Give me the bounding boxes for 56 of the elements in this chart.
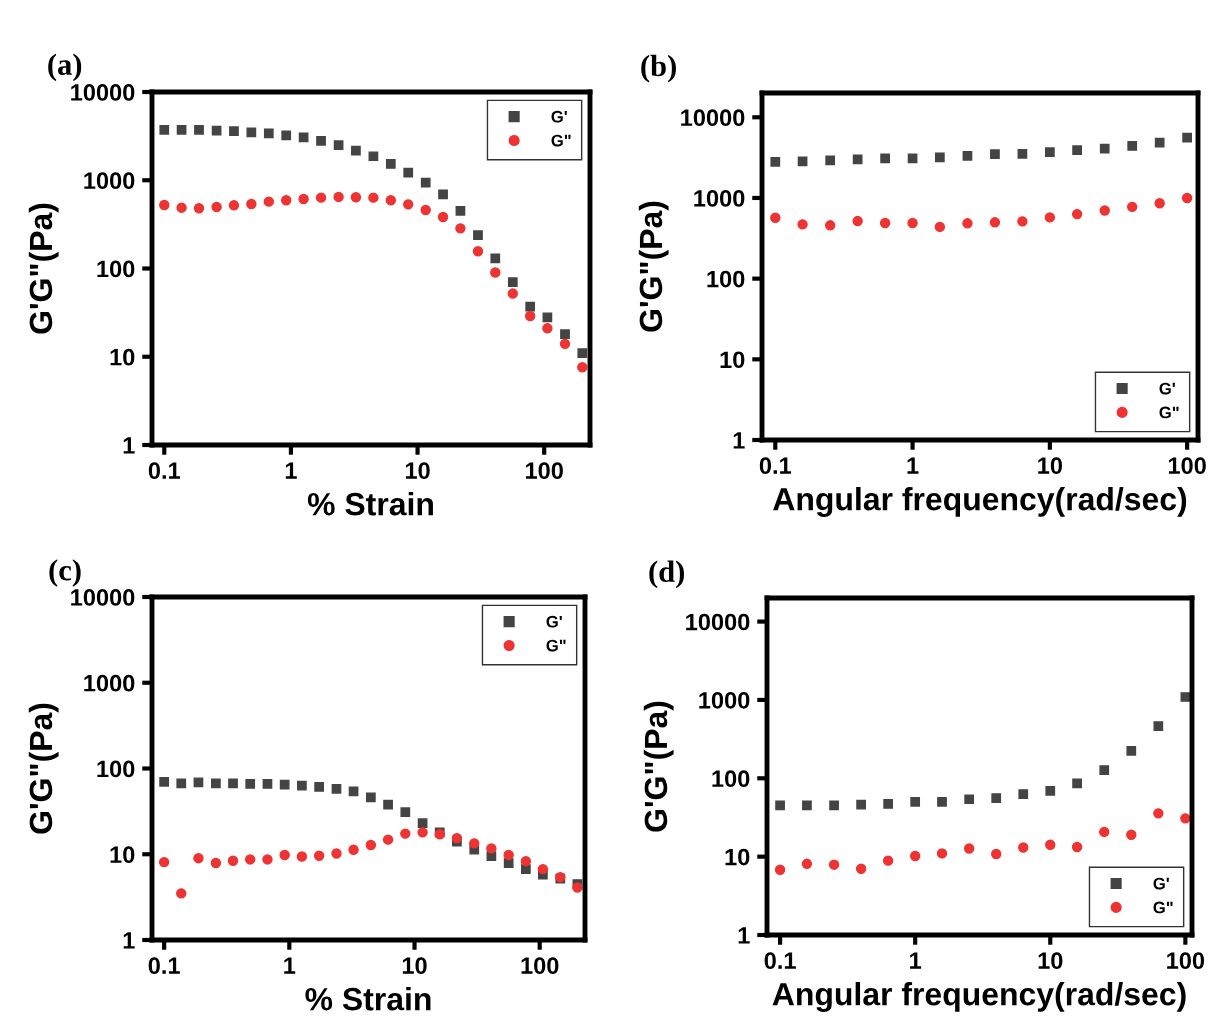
y-tick-label: 10000 <box>71 84 135 101</box>
y-tick-label: 1 <box>738 927 750 944</box>
x-tick-label: 0.1 <box>759 457 792 475</box>
y-tick-label: 1 <box>123 932 135 949</box>
y-tick-label: 1 <box>733 432 745 449</box>
legend-label: G' <box>1159 382 1175 395</box>
y-tick-label: 1000 <box>699 692 750 709</box>
legend-label: G" <box>546 639 566 652</box>
legend-label: G" <box>1153 901 1173 914</box>
legend-label: G" <box>1159 406 1179 419</box>
y-tick-label: 1 <box>123 437 135 454</box>
y-tick-label: 10 <box>720 351 745 369</box>
x-tick-label: 0.1 <box>148 462 181 480</box>
y-tick-label: 10 <box>725 848 750 866</box>
y-axis-title: G'G"(Pa) <box>638 201 669 332</box>
y-tick-label: 1000 <box>694 190 745 207</box>
x-tick-label: 1 <box>907 457 919 474</box>
y-tick-label: 1000 <box>84 172 135 190</box>
x-axis-title: % Strain <box>307 492 433 516</box>
legend-label: G' <box>546 615 562 628</box>
y-tick-label: 10000 <box>681 109 745 127</box>
x-tick-label: 0.1 <box>148 957 180 975</box>
x-tick-label: 100 <box>521 957 559 975</box>
chart-title: (b) <box>641 54 676 83</box>
y-axis-title: G'G"(Pa) <box>643 701 674 832</box>
x-tick-label: 10 <box>1038 952 1063 970</box>
y-tick-label: 100 <box>712 770 750 788</box>
legend-label: G" <box>551 134 571 147</box>
y-axis-title: G'G"(Pa) <box>28 703 59 834</box>
y-tick-label: 100 <box>97 760 135 778</box>
chart-title: (c) <box>49 559 81 587</box>
x-axis-title: Angular frequency(rad/sec) <box>772 982 1186 1012</box>
x-tick-label: 1 <box>284 957 296 974</box>
x-tick-label: 1 <box>910 952 922 969</box>
legend-label: G' <box>551 110 567 123</box>
y-tick-label: 10 <box>110 348 135 366</box>
y-tick-label: 10 <box>110 846 135 864</box>
y-tick-label: 100 <box>707 270 745 288</box>
legend-label: G' <box>1153 877 1169 890</box>
x-tick-label: 0.1 <box>764 952 796 970</box>
x-tick-label: 1 <box>285 462 297 479</box>
y-tick-label: 100 <box>97 260 135 278</box>
x-axis-title: Angular frequency(rad/sec) <box>773 487 1187 517</box>
x-tick-label: 100 <box>1167 952 1205 970</box>
y-tick-label: 10000 <box>71 589 135 606</box>
chart-title: (a) <box>48 53 82 82</box>
chart-title: (d) <box>649 560 684 589</box>
y-axis-title: G'G"(Pa) <box>28 203 59 334</box>
x-tick-label: 10 <box>1038 457 1063 475</box>
x-tick-label: 100 <box>525 462 563 480</box>
x-axis-title: % Strain <box>305 987 431 1011</box>
x-tick-label: 100 <box>1168 457 1206 475</box>
y-tick-label: 1000 <box>84 674 135 692</box>
x-tick-label: 10 <box>402 957 427 975</box>
y-tick-label: 10000 <box>686 613 750 631</box>
x-tick-label: 10 <box>405 462 430 480</box>
